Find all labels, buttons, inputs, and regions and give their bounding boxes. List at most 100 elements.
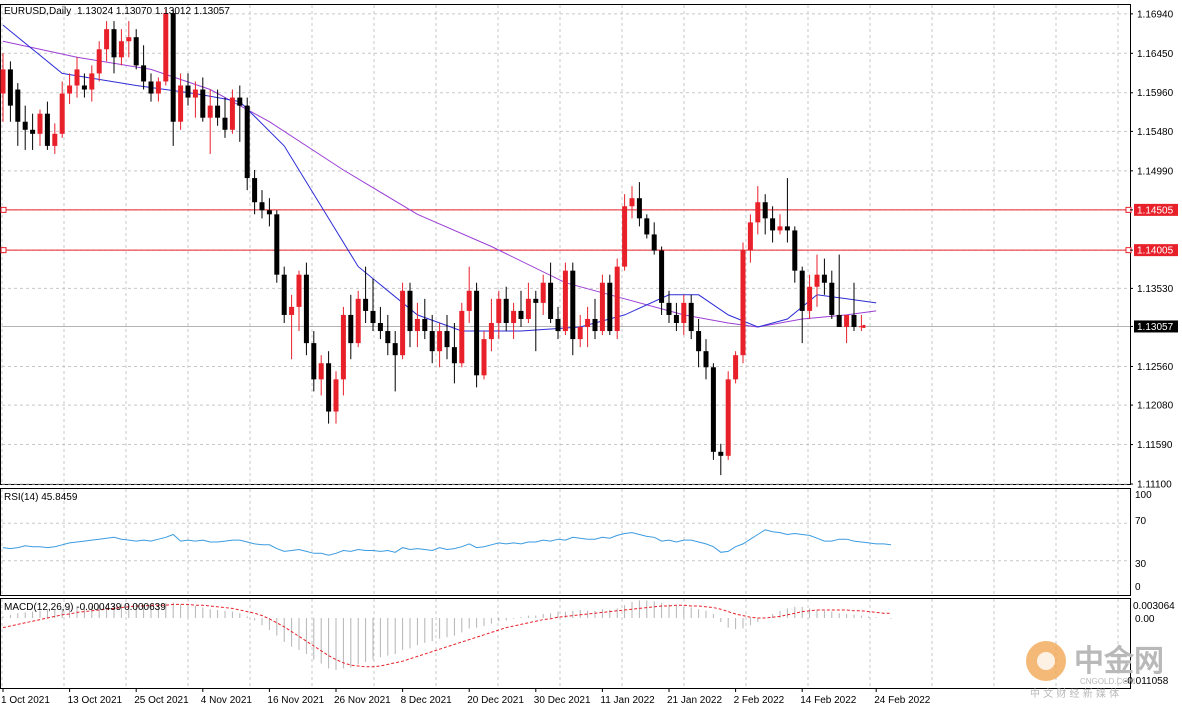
candle-down xyxy=(592,318,598,332)
date-axis: 1 Oct 2021 13 Oct 2021 25 Oct 2021 4 Nov 20… xyxy=(1,688,931,706)
candle-down xyxy=(200,89,206,118)
candle-down xyxy=(666,302,672,315)
logo-inner-icon xyxy=(1037,652,1055,670)
candle-down xyxy=(829,282,835,315)
price-axis: 1.16940 1.16450 1.15960 1.15480 1.14990 1.145… xyxy=(1130,9,1178,491)
candle-down xyxy=(851,314,857,328)
candle-down xyxy=(385,331,391,344)
price-tick-label: 1.13530 xyxy=(1137,284,1174,295)
date-label: 30 Dec 2021 xyxy=(534,695,591,706)
candle-down xyxy=(7,69,13,106)
date-label: 1 Oct 2021 xyxy=(1,695,50,706)
candle-down xyxy=(784,226,790,231)
candle-up xyxy=(155,81,161,94)
candle-down xyxy=(451,347,457,364)
price-tick-label: 1.16940 xyxy=(1137,9,1174,20)
rsi-pane-frame xyxy=(0,488,1131,596)
candle-down xyxy=(762,202,768,219)
macd-pane-frame xyxy=(0,598,1131,689)
candle-down xyxy=(444,331,450,348)
candle-down xyxy=(377,322,383,332)
price-level-label: 1.14005 xyxy=(1137,246,1174,257)
candle-down xyxy=(688,302,694,332)
candle-up xyxy=(466,290,472,311)
date-label: 16 Nov 2021 xyxy=(267,695,324,706)
candle-up xyxy=(163,13,169,82)
candle-up xyxy=(104,29,110,50)
current-price-label: 1.13057 xyxy=(1137,322,1174,333)
price-level-label: 1.14505 xyxy=(1137,205,1174,216)
candle-up xyxy=(178,85,184,122)
date-label: 25 Oct 2021 xyxy=(134,695,189,706)
candle-up xyxy=(192,89,198,98)
candle-down xyxy=(703,351,709,368)
date-label: 26 Nov 2021 xyxy=(334,695,391,706)
candle-up xyxy=(37,113,43,134)
candle-down xyxy=(651,234,657,251)
candle-down xyxy=(710,367,716,452)
date-label: 2 Feb 2022 xyxy=(734,695,785,706)
price-tick-label: 1.12560 xyxy=(1137,362,1174,373)
date-label: 11 Jan 2022 xyxy=(600,695,655,706)
candle-up xyxy=(289,306,295,315)
candle-up xyxy=(207,105,213,118)
candle-down xyxy=(237,97,243,106)
candle-up xyxy=(755,202,761,223)
candle-up xyxy=(585,318,591,328)
candle-up xyxy=(740,250,746,356)
rsi-level-0: 0 xyxy=(1135,582,1141,593)
candle-up xyxy=(59,93,65,134)
candle-up xyxy=(629,198,635,207)
candle-down xyxy=(429,331,435,352)
candle-up xyxy=(414,318,420,332)
date-label: 8 Dec 2021 xyxy=(401,695,453,706)
candle-up xyxy=(355,298,361,344)
last-price-marker xyxy=(862,324,866,328)
price-tick-label: 1.14990 xyxy=(1137,166,1174,177)
candle-down xyxy=(821,274,827,283)
macd-indicator xyxy=(2,600,892,670)
price-tick-label: 1.11100 xyxy=(1137,480,1172,491)
candle-down xyxy=(836,314,842,328)
candle-down xyxy=(215,105,221,118)
candle-down xyxy=(326,363,332,412)
candle-down xyxy=(636,198,642,219)
candle-down xyxy=(370,310,376,323)
candle-down xyxy=(673,314,679,323)
candle-down xyxy=(555,318,561,332)
candle-down xyxy=(148,81,154,94)
candle-up xyxy=(725,379,731,456)
candle-down xyxy=(644,218,650,235)
candle-down xyxy=(22,121,28,130)
candle-down xyxy=(274,214,280,275)
candle-up xyxy=(318,363,324,380)
candle-down xyxy=(696,331,702,352)
candle-down xyxy=(570,270,576,340)
candle-down xyxy=(407,290,413,332)
candle-up xyxy=(333,379,339,412)
macd-level-bottom: -0.011058 xyxy=(1124,676,1169,687)
candle-down xyxy=(392,343,398,356)
date-label: 24 Feb 2022 xyxy=(874,695,931,706)
candle-down xyxy=(548,282,554,319)
ohlc-label: 1.13024 1.13070 1.13012 1.13057 xyxy=(77,6,230,17)
candle-down xyxy=(281,274,287,315)
candle-up xyxy=(0,69,6,94)
date-label: 21 Jan 2022 xyxy=(667,695,722,706)
current-price-tag xyxy=(1134,320,1178,333)
rsi-indicator xyxy=(2,529,892,556)
rsi-level-30: 30 xyxy=(1135,559,1147,570)
candle-down xyxy=(141,65,147,82)
date-label: 13 Oct 2021 xyxy=(68,695,123,706)
candle-up xyxy=(747,222,753,251)
rsi-line xyxy=(2,529,892,556)
date-label: 4 Nov 2021 xyxy=(201,695,253,706)
candle-down xyxy=(30,129,36,134)
candle-up xyxy=(52,133,58,146)
price-level-tag xyxy=(1134,203,1178,216)
macd-level-top: 0.003064 xyxy=(1133,601,1175,612)
symbol-label: EURUSD,Daily xyxy=(4,6,71,17)
candle-up xyxy=(511,310,517,323)
candle-up xyxy=(400,290,406,356)
